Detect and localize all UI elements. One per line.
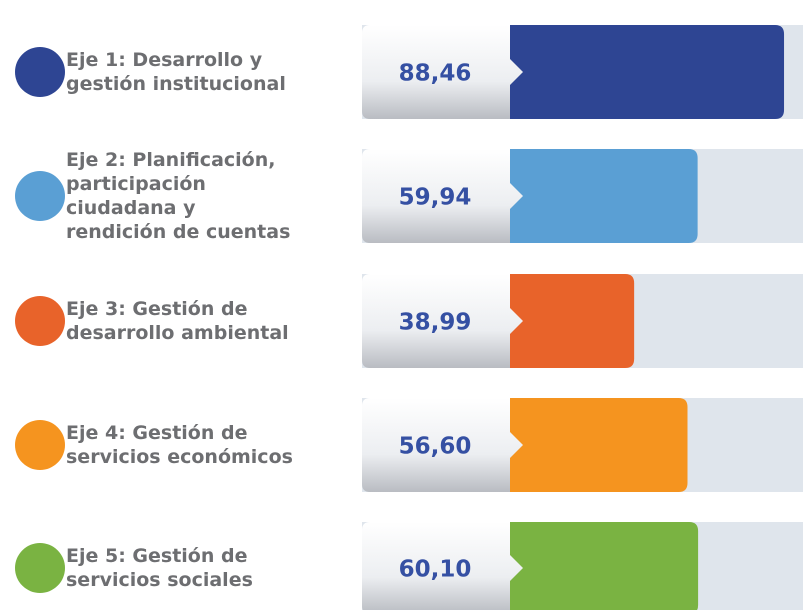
- value-label: 38,99: [399, 310, 472, 336]
- category-label: Eje 3: Gestión de desarrollo ambiental: [66, 298, 289, 344]
- legend-dot: [15, 47, 65, 97]
- bar: [500, 522, 699, 610]
- bar: [500, 274, 635, 368]
- category-label: Eje 4: Gestión de servicios económicos: [66, 422, 293, 468]
- value-box: [362, 25, 523, 119]
- value-box: [362, 274, 523, 368]
- category-label: Eje 1: Desarrollo y gestión instituciona…: [66, 49, 286, 95]
- bar: [500, 149, 698, 243]
- bar: [500, 25, 785, 119]
- value-label: 59,94: [399, 185, 472, 211]
- legend-dot: [15, 296, 65, 346]
- legend-dot: [15, 543, 65, 593]
- value-label: 60,10: [399, 557, 472, 583]
- value-box: [362, 522, 523, 610]
- value-label: 88,46: [399, 61, 472, 87]
- value-label: 56,60: [399, 434, 472, 460]
- category-label: Eje 2: Planificación, participación ciud…: [66, 149, 291, 243]
- value-box: [362, 398, 523, 492]
- category-label: Eje 5: Gestión de servicios sociales: [66, 545, 253, 591]
- value-box: [362, 149, 523, 243]
- bar: [500, 398, 688, 492]
- legend-dot: [15, 420, 65, 470]
- legend-dot: [15, 171, 65, 221]
